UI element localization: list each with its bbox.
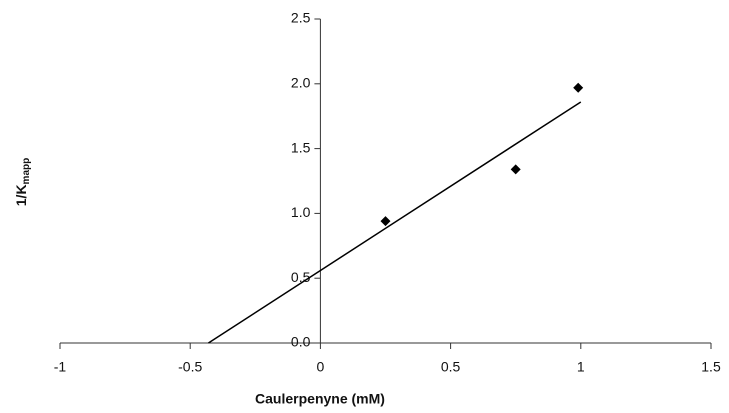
y-tick-label: 1.5 [291,139,311,155]
y-tick-label: 0.0 [291,334,311,350]
y-tick-label: 2.5 [291,10,311,26]
trendline [208,101,582,344]
data-point [380,216,391,227]
x-tick-label: 0 [317,359,325,375]
x-tick-label: 0.5 [441,359,461,375]
x-tick-label: 1.5 [701,359,721,375]
data-point [573,82,584,93]
y-axis-label: 1/Kmapp [13,158,32,206]
y-tick-label: 1.0 [291,204,311,220]
y-label-subscript: mapp [21,158,32,185]
x-tick-label: -0.5 [178,359,202,375]
y-tick-label: 2.0 [291,75,311,91]
y-label-main: 1/K [13,184,29,206]
x-tick-label: 1 [577,359,585,375]
data-point [510,164,521,175]
x-axis-label: Caulerpenyne (mM) [255,391,385,407]
x-tick-label: -1 [54,359,67,375]
